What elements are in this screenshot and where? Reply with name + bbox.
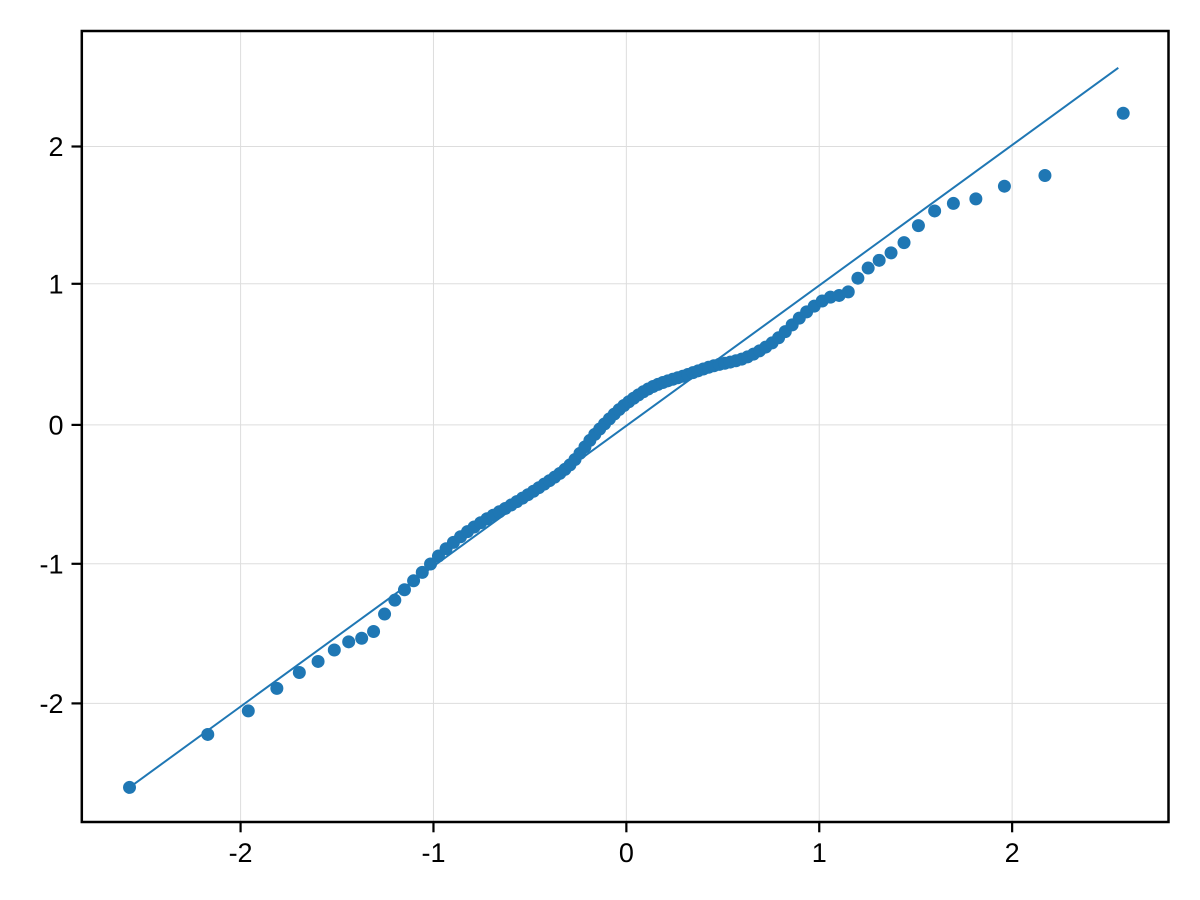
svg-text:-2: -2 (39, 689, 63, 719)
svg-text:1: 1 (812, 838, 827, 868)
svg-text:-1: -1 (421, 838, 445, 868)
svg-text:2: 2 (48, 132, 63, 162)
svg-text:0: 0 (48, 410, 63, 440)
svg-text:-2: -2 (229, 838, 253, 868)
svg-text:-1: -1 (39, 549, 63, 579)
svg-text:0: 0 (619, 838, 634, 868)
svg-text:1: 1 (48, 269, 63, 299)
svg-text:2: 2 (1005, 838, 1020, 868)
